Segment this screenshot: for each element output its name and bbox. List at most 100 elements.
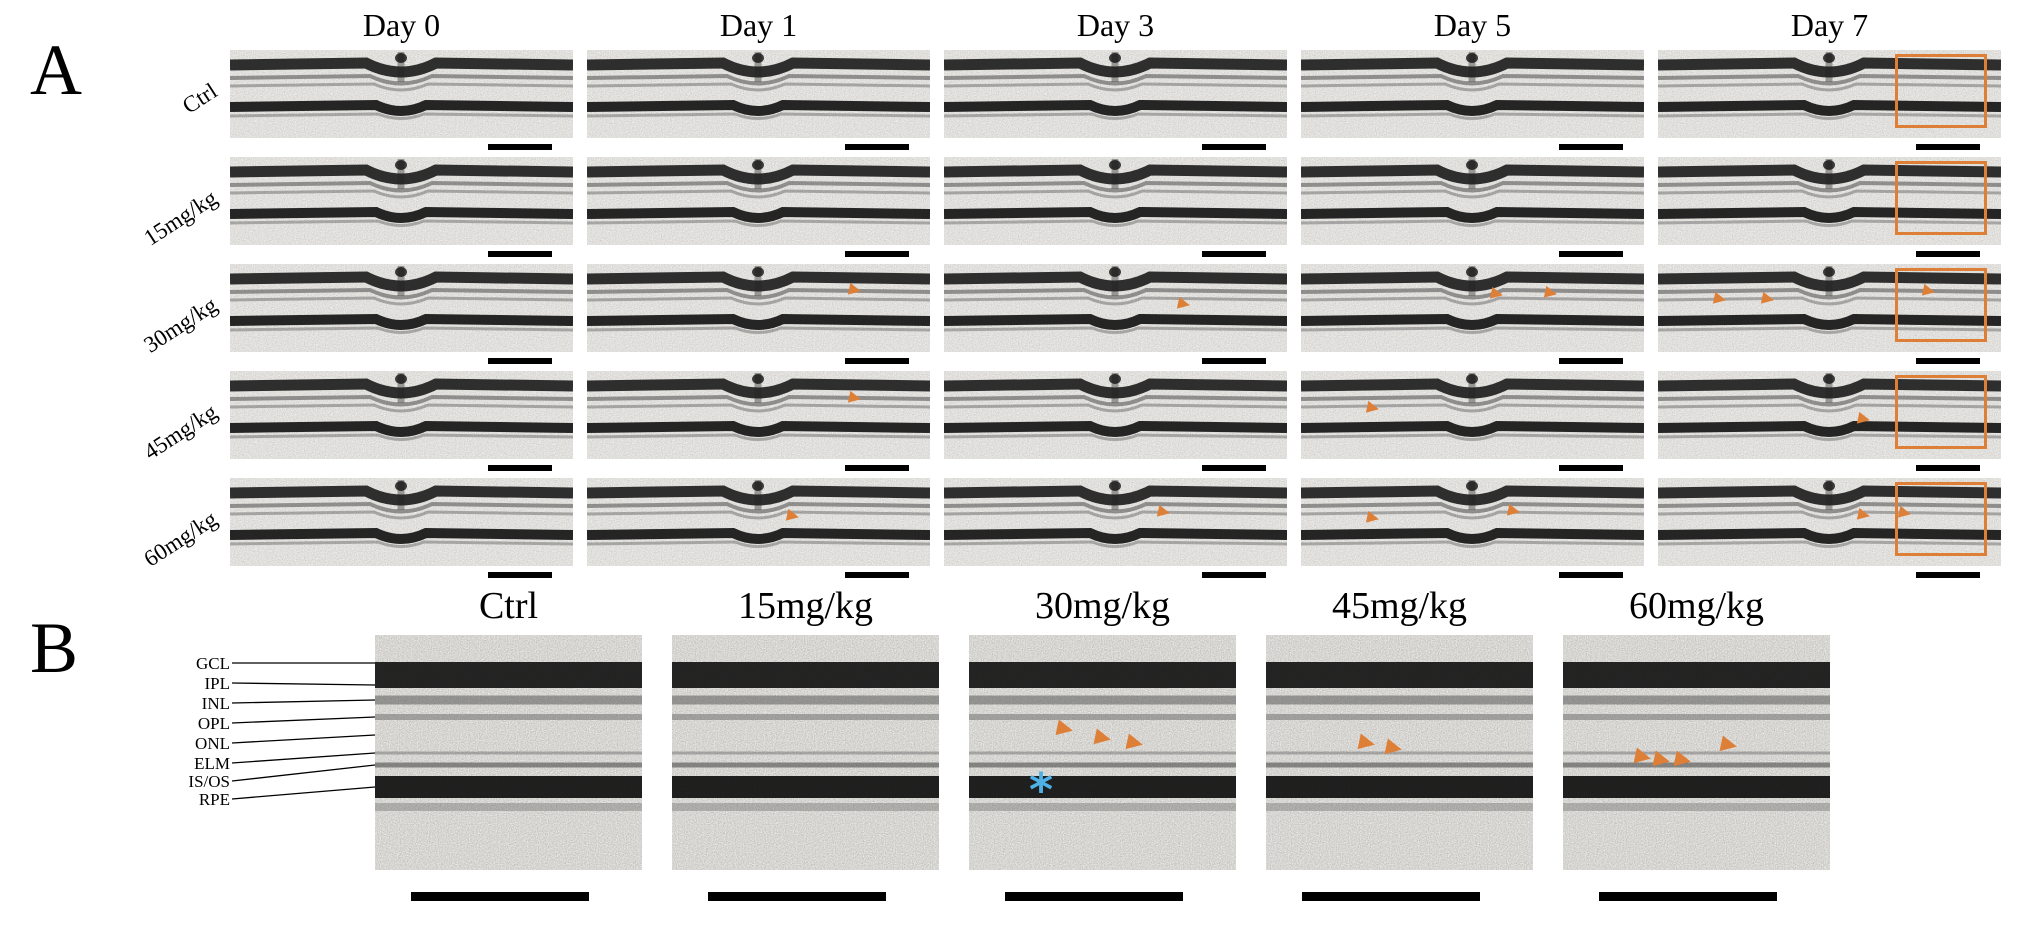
scale-bar <box>708 892 886 901</box>
scale-bar <box>488 144 552 150</box>
oct-zoom-cell <box>375 635 642 903</box>
oct-scan-cell <box>1301 478 1644 585</box>
oct-zoom-image <box>375 635 642 870</box>
oct-image <box>587 50 930 138</box>
oct-scan-cell <box>587 264 930 371</box>
oct-zoom-image <box>672 635 939 870</box>
scale-bar <box>1559 465 1623 471</box>
oct-scan-art <box>230 371 573 459</box>
oct-zoom-cell <box>1563 635 1830 903</box>
scale-bar <box>1916 572 1980 578</box>
oct-image <box>230 157 573 245</box>
oct-scan-cell <box>230 157 573 264</box>
column-header-day3: Day 3 <box>1076 7 1155 43</box>
layer-label-inl: INL <box>201 694 230 713</box>
scale-bar <box>1916 144 1980 150</box>
oct-scan-art <box>944 50 1287 138</box>
column-header-60mgkg: 60mg/kg <box>1628 585 1765 627</box>
panel-b-column-headers: Ctrl 15mg/kg 30mg/kg 45mg/kg 60mg/kg <box>375 585 1830 628</box>
oct-image <box>1658 478 2001 566</box>
oct-scan-cell <box>230 50 573 157</box>
oct-scan-art <box>944 478 1287 566</box>
highlight-box <box>1894 161 1988 236</box>
oct-scan-cell <box>230 371 573 478</box>
scale-bar <box>1559 144 1623 150</box>
scale-bar <box>1916 465 1980 471</box>
oct-scan-cell <box>1301 50 1644 157</box>
oct-image <box>1301 50 1644 138</box>
oct-image <box>1301 478 1644 566</box>
arrowhead-icon <box>1125 733 1145 753</box>
oct-image <box>230 264 573 352</box>
highlight-box <box>1894 375 1988 450</box>
oct-zoom-cell <box>672 635 939 903</box>
column-header-45mgkg: 45mg/kg <box>1331 585 1468 627</box>
oct-scan-art <box>944 157 1287 245</box>
scale-bar <box>1559 572 1623 578</box>
oct-zoom-art <box>1563 635 1830 870</box>
arrowhead-icon <box>1365 400 1381 416</box>
oct-scan-cell <box>587 371 930 478</box>
layer-label-opl: OPL <box>197 714 230 733</box>
layer-label-onl: ONL <box>195 734 230 753</box>
column-header-day1: Day 1 <box>719 7 798 43</box>
oct-scan-cell <box>944 478 1287 585</box>
scale-bar <box>488 465 552 471</box>
oct-scan-cell <box>587 478 930 585</box>
oct-image <box>230 50 573 138</box>
oct-scan-cell <box>944 50 1287 157</box>
highlight-box <box>1894 54 1988 129</box>
arrowhead-icon <box>1365 510 1381 525</box>
oct-scan-art <box>587 157 930 245</box>
oct-scan-cell <box>1301 264 1644 371</box>
column-header-day7: Day 7 <box>1790 7 1869 43</box>
retinal-layer-labels: GCL IPL INL OPL ONL ELM IS/OS RPE <box>112 655 230 815</box>
scale-bar <box>845 465 909 471</box>
oct-image <box>944 478 1287 566</box>
column-header-day5: Day 5 <box>1433 7 1512 43</box>
oct-scan-cell <box>1658 157 2001 264</box>
oct-scan-cell <box>587 50 930 157</box>
oct-image <box>944 157 1287 245</box>
oct-scan-cell <box>230 478 573 585</box>
panel-a-column-headers: Day 0 Day 1 Day 3 Day 5 Day 7 <box>230 6 2001 44</box>
oct-zoom-art <box>969 635 1236 870</box>
oct-image <box>587 371 930 459</box>
oct-scan-cell <box>230 264 573 371</box>
oct-image <box>587 157 930 245</box>
scale-bar <box>411 892 589 901</box>
arrowhead-icon <box>1673 750 1693 770</box>
arrowhead-icon <box>1489 286 1504 302</box>
oct-image <box>1301 264 1644 352</box>
oct-scan-cell <box>944 371 1287 478</box>
oct-image <box>587 264 930 352</box>
arrowhead-icon <box>1760 292 1775 307</box>
highlight-box <box>1894 268 1988 343</box>
arrowhead-icon <box>785 508 800 523</box>
scale-bar <box>1005 892 1183 901</box>
oct-image <box>1301 371 1644 459</box>
asterisk-marker: * <box>1029 763 1054 818</box>
column-header-30mgkg: 30mg/kg <box>1034 585 1171 627</box>
oct-zoom-image <box>1266 635 1533 870</box>
oct-scan-art <box>230 478 573 566</box>
oct-scan-cell <box>1301 371 1644 478</box>
scale-bar <box>1916 358 1980 364</box>
row-label: Ctrl <box>177 78 222 119</box>
row-label: 45mg/kg <box>139 399 222 465</box>
oct-scan-art <box>1301 478 1644 566</box>
oct-scan-art <box>230 264 573 352</box>
oct-scan-cell <box>1658 371 2001 478</box>
oct-scan-art <box>1301 264 1644 352</box>
oct-scan-art <box>587 371 930 459</box>
oct-scan-art <box>1301 50 1644 138</box>
panel-a-label: A <box>30 30 82 110</box>
scale-bar <box>1202 144 1266 150</box>
column-header-day0: Day 0 <box>362 7 441 43</box>
oct-scan-cell <box>944 264 1287 371</box>
oct-scan-cell <box>587 157 930 264</box>
scale-bar <box>1559 251 1623 257</box>
oct-scan-cell <box>944 157 1287 264</box>
column-header-15mgkg: 15mg/kg <box>737 585 874 627</box>
arrowhead-icon <box>1055 719 1075 739</box>
